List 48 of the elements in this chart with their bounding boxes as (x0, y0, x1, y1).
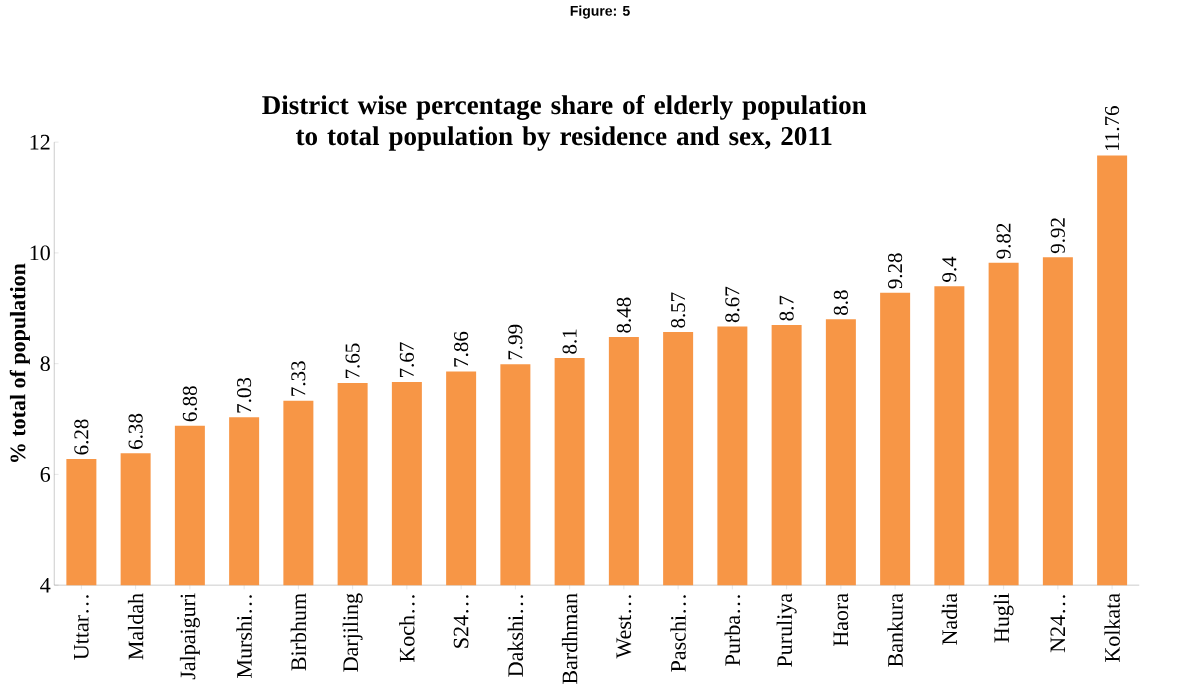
data-label: 7.86 (454, 331, 469, 367)
data-label: 8.48 (616, 297, 632, 333)
x-tick-label: Bankura (887, 593, 903, 667)
x-tick-label: Dakshi… (507, 595, 524, 677)
y-axis-title: % total of population (9, 263, 30, 462)
y-tick-label: 4 (40, 577, 51, 593)
y-tick-label: 6 (40, 467, 51, 482)
x-tick-label: Jalpaiguri (179, 593, 200, 680)
data-label: 6.38 (128, 413, 143, 449)
y-tick-label: 8 (40, 356, 50, 372)
data-label: 8.57 (671, 292, 686, 328)
data-label: 7.99 (508, 324, 523, 360)
data-label: 7.33 (291, 361, 306, 396)
x-tick-label: Murshi… (236, 595, 252, 678)
x-tick-label: West… (616, 595, 632, 659)
x-tick-label: Koch… (399, 595, 415, 663)
x-tick-label: Bardhman (561, 593, 578, 684)
x-tick-label: N24… (1050, 595, 1066, 653)
x-tick-label: Purba… (724, 595, 741, 666)
data-label: 7.65 (345, 343, 360, 379)
data-label: 9.28 (888, 253, 903, 289)
data-label: 6.88 (182, 386, 198, 422)
x-tick-label: Nadia (941, 593, 958, 645)
data-label: 7.67 (399, 342, 414, 378)
x-tick-label: Darjiling (342, 593, 363, 672)
x-tick-label: Paschi… (670, 595, 686, 672)
x-tick-label: Birbhum (290, 593, 307, 671)
data-label: 8.8 (833, 290, 849, 316)
y-tick-label: 12 (30, 134, 50, 150)
x-tick-label: Hugli (993, 593, 1014, 643)
data-label: 8.7 (779, 295, 794, 321)
x-tick-label: S24… (453, 595, 469, 648)
x-tick-label: Haora (833, 593, 849, 647)
data-label: 7.03 (237, 377, 252, 413)
x-tick-label: Puruliya (776, 593, 797, 667)
x-tick-label: Maldah (127, 593, 144, 660)
x-tick-label: Kolkata (1104, 593, 1120, 662)
data-label: 8.1 (562, 329, 577, 354)
data-label: 9.4 (942, 256, 957, 282)
data-label: 9.92 (1050, 218, 1065, 254)
data-label: 11.76 (1105, 106, 1120, 151)
data-label: 6.28 (74, 419, 89, 455)
data-label: 9.82 (996, 223, 1011, 259)
data-label: 8.67 (725, 286, 740, 323)
y-tick-label: 10 (30, 245, 50, 261)
x-tick-label: Uttar… (74, 595, 89, 660)
text: Figure: 5 (570, 5, 630, 19)
chart-title: District wise percentage share of elderly population to total population by residence and sex, 2011 (262, 94, 867, 151)
